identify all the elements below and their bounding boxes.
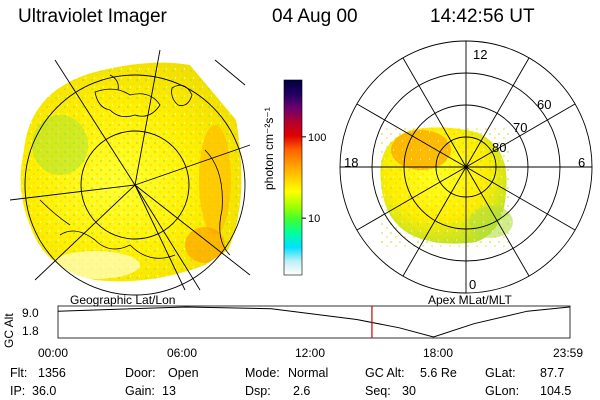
door-value: Open	[168, 366, 199, 380]
observation-time: 14:42:56 UT	[430, 6, 535, 27]
mode-label: Mode:	[245, 366, 280, 380]
colorbar-tick-label: 100	[308, 132, 326, 144]
geographic-panel-label: Geographic Lat/Lon	[70, 293, 176, 307]
glon-value: 104.5	[540, 384, 572, 398]
timeline-x-tick-2359: 23:59	[553, 346, 584, 360]
mlat-label-70: 70	[513, 120, 528, 135]
colorbar-unit-label: photon cm⁻²s⁻¹	[262, 107, 276, 190]
mlt-label-6: 6	[578, 155, 586, 170]
glon-label: GLon:	[485, 384, 520, 398]
dsp-label: Dsp:	[245, 384, 271, 398]
mlt-label-0: 0	[469, 277, 477, 292]
timeline-y-tick-max: 9.0	[22, 306, 39, 320]
mlat-label-60: 60	[537, 97, 552, 112]
mode-value: Normal	[288, 366, 329, 380]
timeline-x-tick-0600: 06:00	[167, 346, 198, 360]
glat-value: 87.7	[540, 366, 565, 380]
altitude-curve	[57, 306, 570, 338]
seq-value: 30	[402, 384, 416, 398]
timeline-y-label: GC Alt	[2, 313, 16, 348]
gc-alt-label: GC Alt:	[365, 366, 405, 380]
info-row-1: Flt: 1356 Door: Open Mode: Normal GC Alt…	[10, 366, 600, 382]
gain-value: 13	[162, 384, 176, 398]
colorbar-tick-label: 10	[308, 213, 320, 225]
mlt-label-12: 12	[473, 47, 488, 62]
door-label: Door:	[125, 366, 156, 380]
observation-date: 04 Aug 00	[272, 6, 358, 27]
dsp-value: 2.6	[293, 384, 311, 398]
ip-value: 36.0	[32, 384, 57, 398]
info-row-2: IP: 36.0 Gain: 13 Dsp: 2.6 Seq: 30 GLon:…	[10, 384, 600, 400]
mlat-label-80: 80	[492, 140, 507, 155]
timeline-x-tick-1200: 12:00	[295, 346, 326, 360]
altitude-timeline	[57, 305, 571, 339]
gc-alt-value: 5.6 Re	[420, 366, 457, 380]
timeline-x-tick-0000: 00:00	[38, 346, 69, 360]
geographic-image-panel	[9, 49, 251, 296]
magnetic-panel-label: Apex MLat/MLT	[428, 293, 512, 307]
magnetic-polar-plot	[339, 40, 593, 294]
colorbar: 100 10	[283, 79, 326, 276]
glat-label: GLat:	[485, 366, 516, 380]
ip-label: IP:	[10, 384, 26, 398]
mlt-label-18: 18	[344, 155, 359, 170]
flight-label: Flt:	[10, 366, 28, 380]
seq-label: Seq:	[365, 384, 391, 398]
timeline-x-tick-1800: 18:00	[423, 346, 454, 360]
gain-label: Gain:	[125, 384, 155, 398]
timeline-y-tick-min: 1.8	[22, 324, 39, 338]
flight-value: 1356	[38, 366, 66, 380]
instrument-title: Ultraviolet Imager	[18, 6, 167, 27]
